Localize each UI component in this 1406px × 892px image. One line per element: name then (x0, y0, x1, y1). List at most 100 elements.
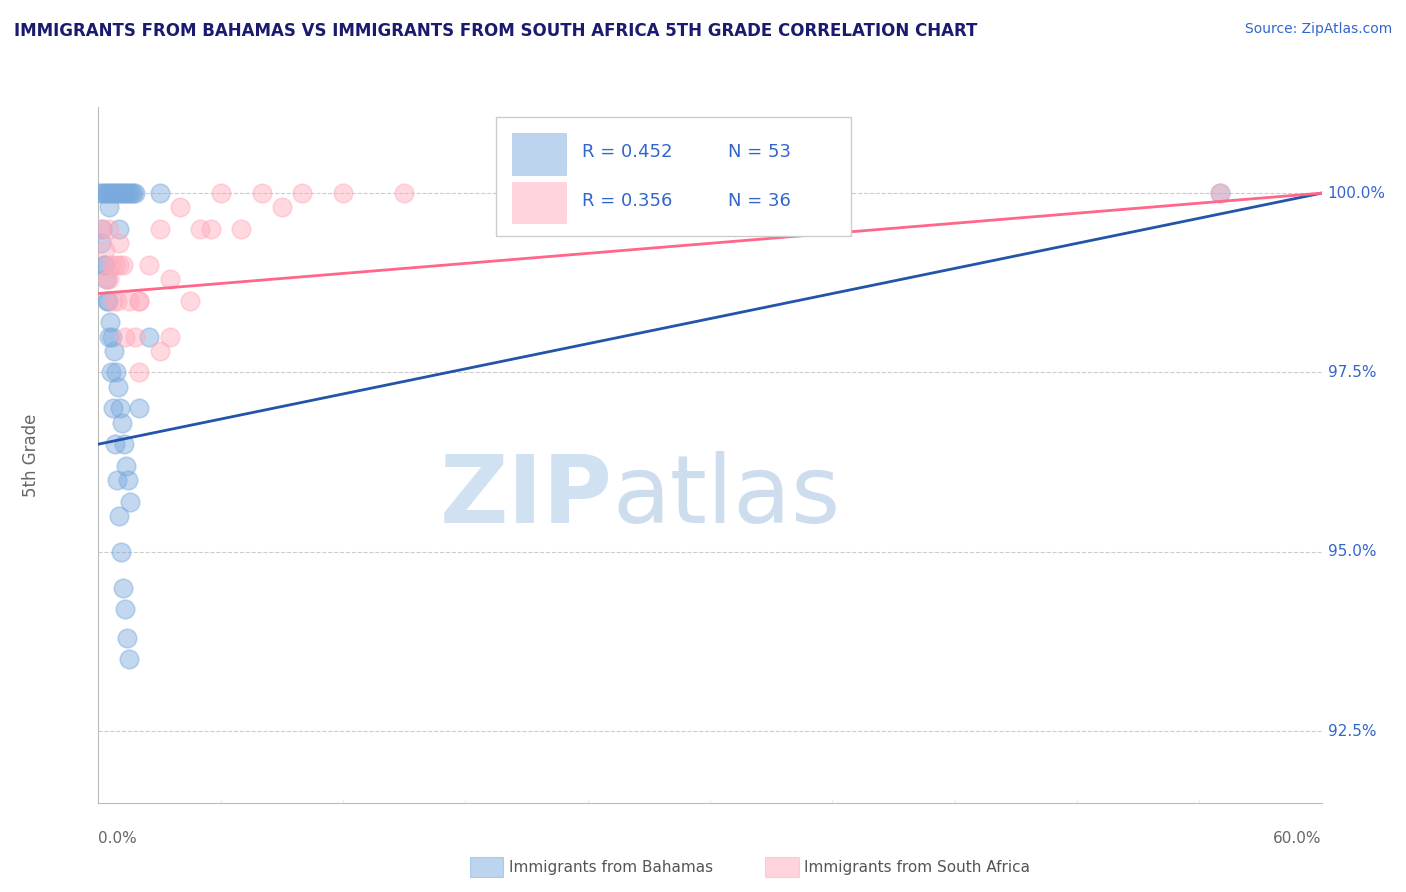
Text: 92.5%: 92.5% (1327, 723, 1376, 739)
Point (111, 258, 134, 272)
Point (250, 186, 273, 200)
Point (149, 343, 172, 358)
Point (128, 401, 150, 416)
Point (108, 258, 131, 272)
FancyBboxPatch shape (496, 118, 851, 235)
Point (108, 508, 131, 523)
Point (118, 186, 141, 200)
Point (104, 366, 127, 380)
Point (110, 186, 132, 200)
Text: 5th Grade: 5th Grade (22, 413, 41, 497)
Point (332, 186, 354, 200)
Point (114, 186, 136, 200)
Point (120, 186, 142, 200)
Point (91, 222, 114, 236)
Text: 100.0%: 100.0% (1327, 186, 1386, 201)
FancyBboxPatch shape (765, 857, 799, 877)
Point (115, 186, 138, 200)
Point (93, 258, 115, 272)
Point (97, 329, 120, 343)
Point (93, 244, 115, 258)
Text: R = 0.356: R = 0.356 (582, 192, 672, 210)
Point (124, 329, 146, 343)
Point (108, 186, 131, 200)
Point (93, 258, 115, 272)
Point (291, 186, 314, 200)
Text: N = 36: N = 36 (728, 192, 792, 210)
Point (270, 201, 294, 215)
Text: IMMIGRANTS FROM BAHAMAS VS IMMIGRANTS FROM SOUTH AFRICA 5TH GRADE CORRELATION CH: IMMIGRANTS FROM BAHAMAS VS IMMIGRANTS FR… (14, 22, 977, 40)
Text: 60.0%: 60.0% (1274, 830, 1322, 846)
Text: Source: ZipAtlas.com: Source: ZipAtlas.com (1244, 22, 1392, 37)
Text: R = 0.452: R = 0.452 (582, 144, 672, 161)
Point (96, 293, 118, 308)
Point (100, 329, 122, 343)
Point (100, 366, 122, 380)
Point (188, 222, 212, 236)
Text: 95.0%: 95.0% (1327, 544, 1376, 559)
Point (122, 186, 145, 200)
Point (117, 473, 139, 487)
Point (108, 222, 131, 236)
Point (115, 631, 138, 645)
Point (111, 581, 134, 595)
Point (114, 602, 136, 616)
Point (138, 329, 160, 343)
Point (91, 186, 114, 200)
Point (97, 222, 120, 236)
Point (105, 293, 128, 308)
Point (128, 366, 150, 380)
Point (90, 236, 112, 251)
Point (96, 186, 118, 200)
Point (104, 258, 127, 272)
Point (118, 652, 141, 666)
Text: Immigrants from South Africa: Immigrants from South Africa (804, 860, 1031, 874)
Point (103, 343, 125, 358)
Point (101, 401, 124, 416)
Point (392, 186, 416, 200)
Point (110, 545, 132, 559)
Point (149, 186, 172, 200)
Point (104, 437, 127, 451)
Point (200, 222, 222, 236)
Point (169, 201, 191, 215)
Point (112, 437, 135, 451)
Point (159, 329, 181, 343)
Point (98, 315, 121, 329)
Point (111, 186, 134, 200)
Point (105, 473, 128, 487)
Point (101, 293, 124, 308)
Point (128, 293, 150, 308)
Point (91, 222, 114, 236)
Point (124, 186, 146, 200)
Point (1208, 186, 1232, 200)
Point (89, 186, 111, 200)
Point (101, 186, 124, 200)
Point (97, 293, 120, 308)
Point (138, 258, 160, 272)
Text: atlas: atlas (612, 450, 841, 542)
Point (108, 401, 131, 416)
Point (114, 329, 136, 343)
FancyBboxPatch shape (512, 134, 565, 175)
Point (94, 272, 117, 286)
Text: N = 53: N = 53 (728, 144, 792, 161)
Point (149, 222, 172, 236)
Point (159, 272, 181, 286)
Point (100, 186, 122, 200)
Point (231, 222, 253, 236)
Point (108, 236, 131, 251)
Point (107, 380, 129, 394)
FancyBboxPatch shape (470, 857, 503, 877)
Point (97, 201, 120, 215)
Text: 97.5%: 97.5% (1327, 365, 1376, 380)
Point (97, 186, 120, 200)
Point (118, 494, 141, 508)
FancyBboxPatch shape (512, 182, 565, 223)
Point (209, 186, 232, 200)
Point (1208, 186, 1232, 200)
Point (179, 293, 201, 308)
Text: Immigrants from Bahamas: Immigrants from Bahamas (509, 860, 713, 874)
Text: 0.0%: 0.0% (98, 830, 138, 846)
Point (118, 293, 141, 308)
